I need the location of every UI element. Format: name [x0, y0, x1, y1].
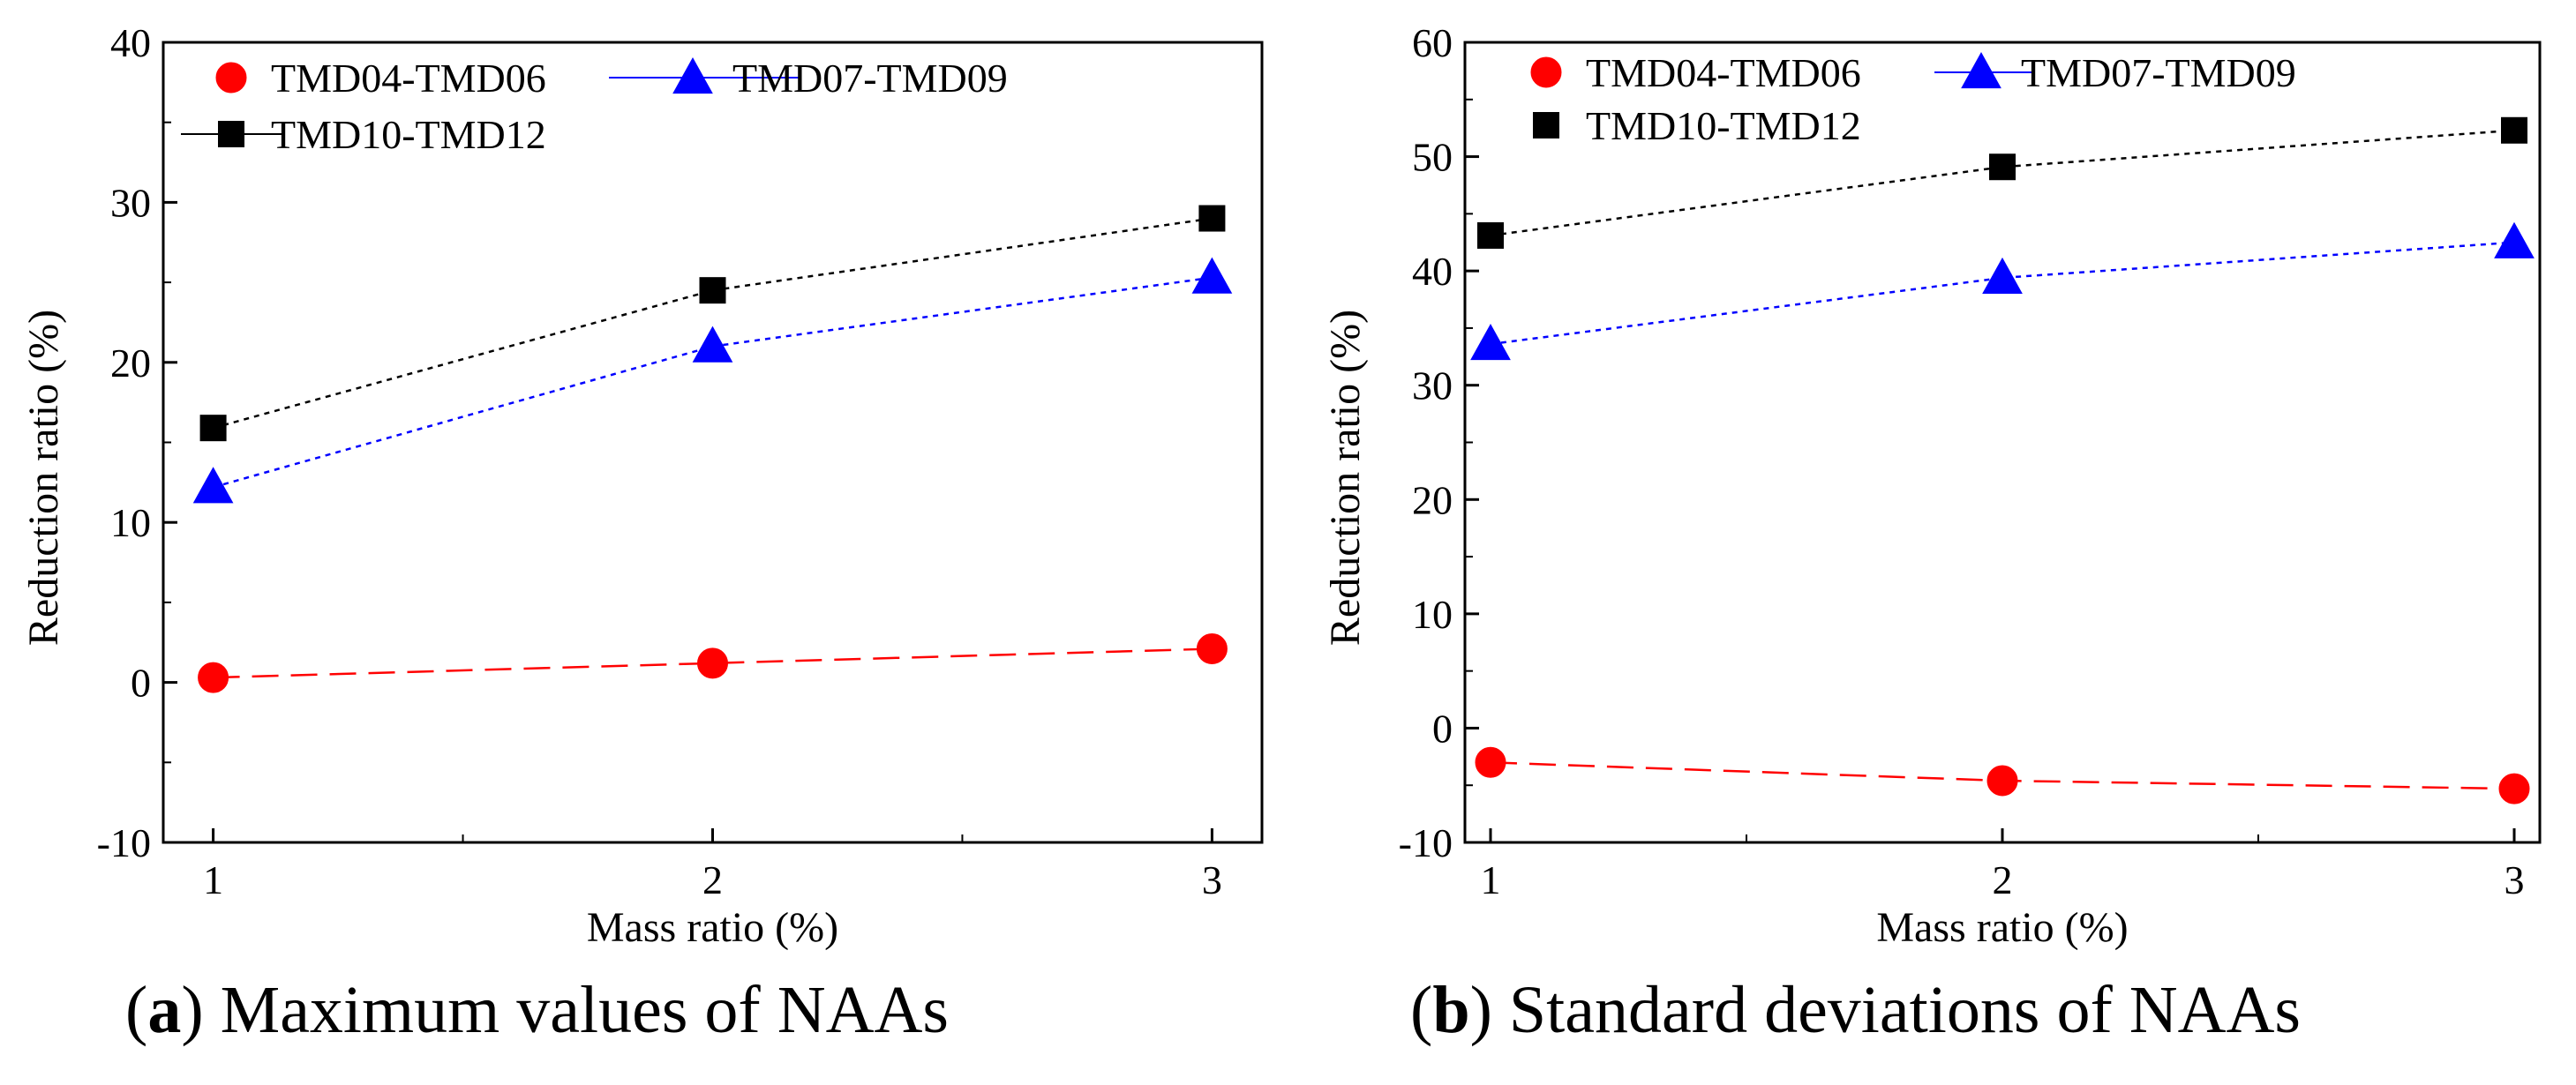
- y-tick-label: 40: [1412, 249, 1453, 294]
- series-tmd04-tmd06: [1475, 746, 2530, 804]
- data-point-triangle: [1470, 324, 1511, 361]
- legend-item: TMD07-TMD09: [1934, 50, 2296, 95]
- y-tick-label: -10: [1399, 820, 1453, 865]
- legend-marker-triangle: [672, 56, 713, 94]
- y-tick-label: 0: [131, 661, 151, 706]
- series-tmd07-tmd09: [192, 257, 1233, 504]
- caption-letter: b: [1432, 973, 1469, 1047]
- y-tick-label: 10: [1412, 592, 1453, 637]
- figure-caption: (a) Maximum values of NAAs: [125, 973, 949, 1047]
- data-point-square: [199, 415, 227, 442]
- data-point-triangle: [1982, 257, 2023, 295]
- legend-item: TMD07-TMD09: [609, 56, 1008, 101]
- x-tick-label: 1: [1481, 857, 1501, 902]
- y-tick-label: 30: [110, 180, 151, 225]
- caption-paren: (: [125, 973, 147, 1047]
- legend-label: TMD04-TMD06: [271, 56, 546, 101]
- series-tmd10-tmd12: [199, 205, 1226, 442]
- x-tick-label: 2: [1993, 857, 2013, 902]
- legend-marker-square: [1533, 112, 1559, 138]
- y-tick-label: 20: [1412, 477, 1453, 522]
- data-point-square: [699, 277, 726, 304]
- data-point-square: [2501, 116, 2527, 144]
- y-tick-label: 30: [1412, 363, 1453, 408]
- series-line: [213, 217, 1213, 430]
- figure-caption: (b) Standard deviations of NAAs: [1410, 973, 2301, 1047]
- legend-marker-triangle: [1961, 51, 2001, 89]
- legend-marker-circle: [1530, 56, 1562, 88]
- x-tick-label: 1: [203, 857, 223, 902]
- plot-frame: [161, 41, 1264, 844]
- data-point-triangle: [2494, 221, 2535, 258]
- series-tmd04-tmd06: [198, 633, 1228, 693]
- caption-text: Standard deviations of NAAs: [1492, 973, 2301, 1047]
- caption-letter: a: [147, 973, 181, 1047]
- legend-label: TMD10-TMD12: [1586, 103, 1861, 148]
- data-point-triangle: [1191, 257, 1233, 294]
- y-tick-label: 50: [1412, 135, 1453, 180]
- y-tick-label: -10: [97, 820, 151, 865]
- y-tick-label: 40: [110, 20, 151, 65]
- legend-item: TMD10-TMD12: [1533, 103, 1861, 148]
- y-tick-label: 0: [1432, 706, 1453, 751]
- caption-paren: (: [1410, 973, 1432, 1047]
- y-axis-title: Reduction ratio (%): [20, 310, 67, 646]
- legend-marker-square: [218, 121, 244, 147]
- legend-item: TMD10-TMD12: [181, 112, 546, 157]
- data-point-square: [1989, 153, 2016, 181]
- data-point-circle: [1196, 633, 1228, 665]
- caption-paren: ): [181, 973, 203, 1047]
- data-point-circle: [2498, 773, 2530, 804]
- data-point-square: [1477, 221, 1504, 249]
- x-tick-label: 3: [1202, 857, 1222, 902]
- data-point-square: [1198, 205, 1226, 232]
- chart-b: -10 0 10 20 30 40 50 60 1 2 3 Mass ratio (%) Reducti…: [1322, 20, 2542, 1047]
- legend-label: TMD10-TMD12: [271, 112, 546, 157]
- chart-a: -10 0 10 20 30 40 1 2 3 Mass ratio (%) Reduction r…: [20, 20, 1264, 1047]
- y-tick-label: 60: [1412, 20, 1453, 65]
- x-tick-label: 3: [2505, 857, 2525, 902]
- y-tick-label: 20: [110, 340, 151, 385]
- legend-item: TMD04-TMD06: [1530, 50, 1861, 95]
- data-point-circle: [1986, 765, 2018, 797]
- series-line: [1490, 241, 2515, 346]
- data-point-circle: [198, 662, 229, 693]
- series-tmd07-tmd09: [1470, 221, 2535, 361]
- series-line: [213, 276, 1213, 489]
- legend-item: TMD04-TMD06: [215, 56, 546, 101]
- legend-label: TMD07-TMD09: [732, 56, 1008, 101]
- data-point-circle: [697, 647, 728, 679]
- series-line: [1490, 129, 2515, 237]
- caption-paren: ): [1470, 973, 1492, 1047]
- x-tick-label: 2: [702, 857, 723, 902]
- caption-text: Maximum values of NAAs: [204, 973, 949, 1047]
- data-point-triangle: [192, 467, 234, 504]
- x-axis-title: Mass ratio (%): [587, 904, 838, 951]
- x-axis-title: Mass ratio (%): [1876, 904, 2128, 951]
- series-line: [213, 647, 1213, 679]
- y-axis-title: Reduction ratio (%): [1322, 310, 1369, 646]
- y-tick-label: 10: [110, 500, 151, 545]
- series-tmd10-tmd12: [1477, 116, 2527, 249]
- data-point-triangle: [692, 326, 733, 363]
- legend-label: TMD04-TMD06: [1586, 50, 1861, 95]
- data-point-circle: [1475, 746, 1506, 778]
- legend-marker-circle: [215, 62, 247, 94]
- legend-label: TMD07-TMD09: [2021, 50, 2296, 95]
